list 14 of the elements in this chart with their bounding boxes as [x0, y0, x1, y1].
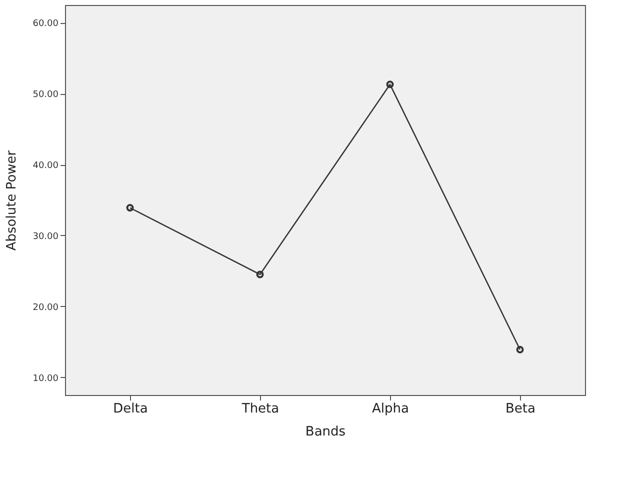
y-tick-label: 20.00: [32, 302, 59, 313]
point: [256, 270, 264, 278]
y-tick-label: 50.00: [32, 90, 59, 100]
y-tick-label: 30.00: [32, 232, 59, 242]
x-tick-label: Alpha: [372, 402, 409, 416]
x-axis-title: Bands: [305, 424, 346, 440]
y-axis-title: Absolute Power: [4, 150, 20, 251]
x-tick-label: Theta: [240, 402, 280, 416]
y-tick-label: 40.00: [32, 161, 59, 172]
y-tick-label: 10.00: [32, 374, 59, 384]
x-tick-label: Delta: [113, 402, 148, 416]
point: [386, 80, 394, 88]
y-tick-label: 60.00: [32, 19, 59, 30]
x-tick-label: Beta: [506, 402, 536, 416]
